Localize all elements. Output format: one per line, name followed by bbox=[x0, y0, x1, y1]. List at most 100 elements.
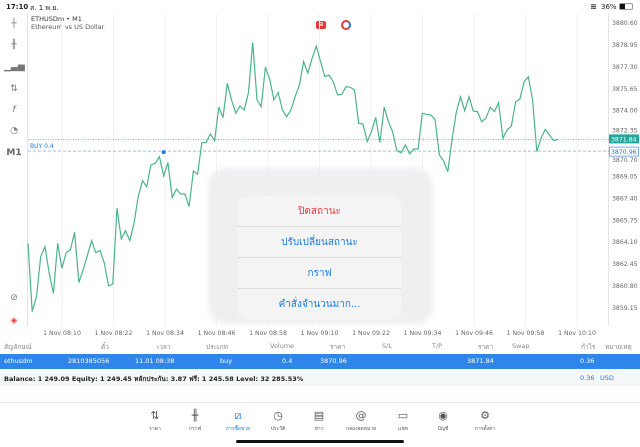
tab-account[interactable]: ◉ บัญชี bbox=[421, 409, 465, 433]
current-price-label: 3871.84 bbox=[611, 136, 637, 143]
status-date: ส. 1 พ.ย. bbox=[30, 4, 59, 12]
menu-close-position[interactable]: ปิดสถานะ bbox=[238, 196, 401, 227]
tab-chat[interactable]: ▭ แชท bbox=[381, 409, 425, 433]
tab-chart[interactable]: ╫ กราฟ bbox=[173, 409, 217, 433]
x-tick-label: 1 Nov 08:46 bbox=[198, 330, 236, 337]
y-tick-label: 3869.05 bbox=[612, 173, 638, 180]
account-icon: ◉ bbox=[438, 409, 448, 422]
wifi-icon: ≋ bbox=[590, 2, 597, 11]
chat-icon: ▭ bbox=[397, 409, 409, 422]
col-tp: T/P bbox=[432, 342, 443, 350]
settings-icon: ⚙ bbox=[480, 409, 490, 422]
cell-time: 11.01 08:38 bbox=[135, 357, 175, 365]
y-tick-label: 3875.65 bbox=[612, 86, 638, 93]
x-tick-label: 1 Nov 09:22 bbox=[352, 330, 390, 337]
x-tick-label: 1 Nov 08:58 bbox=[249, 330, 287, 337]
positions-header: สัญลักษณ์ ตั๋ว เวลา ประเภท Volume ราคา S… bbox=[0, 339, 640, 353]
bottom-tab-bar: ⇅ ราคา ╫ กราฟ ⧄ การซื้อขาย ◷ ประวัติ ▤ ข่าว @… bbox=[0, 402, 640, 447]
cell-profit: 0.36 bbox=[580, 357, 595, 365]
current-price-box bbox=[609, 134, 639, 144]
objects-icon[interactable]: ◔ bbox=[10, 126, 18, 136]
col-ticket: ตั๋ว bbox=[101, 343, 109, 351]
position-row[interactable]: ethusdm 2810385056 11.01 08:38 buy 0.4 3… bbox=[0, 354, 640, 369]
y-tick-label: 3860.80 bbox=[612, 283, 638, 290]
y-tick-label: 3880.60 bbox=[612, 20, 638, 27]
balance-bar: Balance: 1 249.09 Equity: 1 249.45 หลักป… bbox=[0, 370, 640, 386]
y-tick-label: 3872.35 bbox=[612, 127, 638, 134]
col-symbol: สัญลักษณ์ bbox=[4, 343, 32, 351]
one-click-trading-icon[interactable]: ◈ bbox=[10, 316, 18, 326]
chart-description: Ethereum vs US Dollar bbox=[31, 23, 105, 31]
x-tick-label: 1 Nov 08:34 bbox=[146, 330, 184, 337]
x-tick-label: 1 Nov 08:10 bbox=[43, 330, 81, 337]
col-price: ราคา bbox=[478, 343, 494, 351]
balance-text: Balance: 1 249.09 Equity: 1 249.45 หลักป… bbox=[4, 375, 304, 383]
col-sl: S/L bbox=[382, 342, 392, 350]
price-line bbox=[27, 42, 559, 312]
menu-chart[interactable]: กราฟ bbox=[238, 258, 401, 289]
battery-percent: 36% bbox=[601, 3, 617, 11]
order-entry-marker bbox=[161, 150, 166, 155]
menu-bulk-operations[interactable]: คำสั่งจำนวนมาก... bbox=[278, 299, 361, 310]
function-icon[interactable]: f bbox=[12, 105, 16, 115]
col-open-price: ราคา bbox=[330, 343, 346, 351]
context-menu: ปิดสถานะ ปรับเปลี่ยนสถานะ กราฟ คำสั่งจำน… bbox=[238, 196, 401, 320]
y-tick-label: 3878.95 bbox=[612, 42, 638, 49]
volume-bars-icon[interactable]: ▁▃▅ bbox=[4, 62, 25, 72]
crosshair-icon[interactable]: ┼ bbox=[11, 19, 17, 29]
battery-icon bbox=[619, 3, 633, 10]
y-tick-label: 3874.00 bbox=[612, 108, 638, 115]
y-tick-label: 3867.40 bbox=[612, 195, 638, 202]
cell-open-price: 3870.96 bbox=[320, 357, 347, 365]
tab-settings[interactable]: ⚙ การตั้งค่า bbox=[463, 409, 507, 433]
news-icon: ▤ bbox=[313, 409, 325, 422]
x-tick-label: 1 Nov 10:10 bbox=[558, 330, 596, 337]
col-volume: Volume bbox=[270, 342, 295, 350]
mailbox-icon: @ bbox=[355, 409, 367, 422]
col-swap: Swap bbox=[512, 342, 530, 350]
tab-mailbox[interactable]: @ กล่องจดหมาย bbox=[339, 409, 383, 433]
timeframe-button[interactable]: M1 bbox=[6, 148, 22, 158]
cell-volume: 0.4 bbox=[282, 357, 293, 365]
tab-history[interactable]: ◷ ประวัติ bbox=[256, 409, 300, 433]
y-tick-label: 3877.30 bbox=[612, 64, 638, 71]
indicators-icon[interactable]: ⇅ bbox=[10, 84, 18, 94]
status-bar: 17:10 ส. 1 พ.ย. ≋ 36% bbox=[0, 0, 640, 13]
status-time: 17:10 bbox=[6, 3, 29, 11]
y-tick-label: 3862.45 bbox=[612, 261, 638, 268]
trade-levels-icon[interactable]: ⊞ bbox=[316, 21, 326, 29]
trade-icon: ⧄ bbox=[234, 409, 242, 422]
y-tick-label: 3870.70 bbox=[612, 157, 638, 164]
currency: USD bbox=[600, 374, 614, 382]
col-type: ประเภท bbox=[206, 343, 228, 351]
chart-symbol: ETHUSDm • M1 bbox=[31, 15, 82, 23]
x-tick-label: 1 Nov 09:34 bbox=[404, 330, 442, 337]
chart-search-icon[interactable]: ⊘ bbox=[10, 293, 18, 303]
col-time: เวลา bbox=[157, 343, 171, 351]
tab-news[interactable]: ▤ ข่าว bbox=[297, 409, 341, 433]
chart-icon: ╫ bbox=[191, 409, 199, 422]
menu-modify-position[interactable]: ปรับเปลี่ยนสถานะ bbox=[238, 227, 401, 258]
cell-type: buy bbox=[220, 357, 233, 365]
candlestick-icon[interactable]: ╫ bbox=[11, 40, 17, 50]
x-tick-label: 1 Nov 09:58 bbox=[507, 330, 545, 337]
col-comment: หมายเหตุ bbox=[605, 343, 632, 351]
order-price-label: 3870.96 bbox=[611, 149, 637, 156]
cell-price: 3871.84 bbox=[467, 357, 494, 365]
x-tick-label: 1 Nov 09:46 bbox=[455, 330, 493, 337]
y-tick-label: 3864.10 bbox=[612, 239, 638, 246]
y-tick-label: 3865.75 bbox=[612, 217, 638, 224]
home-indicator[interactable] bbox=[236, 440, 404, 443]
tab-trade[interactable]: ⧄ การซื้อขาย bbox=[216, 409, 260, 433]
order-label: BUY 0.4 bbox=[30, 143, 54, 150]
left-toolbar: ┼ ╫ ▁▃▅ ⇅ f ◔ M1 ⊘ ◈ bbox=[0, 14, 27, 336]
x-tick-label: 1 Nov 09:10 bbox=[301, 330, 339, 337]
cell-ticket: 2810385056 bbox=[68, 357, 110, 365]
one-click-icon[interactable] bbox=[341, 20, 351, 30]
total-profit: 0.36 bbox=[580, 374, 595, 382]
y-tick-label: 3859.15 bbox=[612, 305, 638, 312]
col-profit: กำไร bbox=[581, 343, 596, 351]
order-price-box bbox=[609, 146, 639, 157]
chart-area[interactable]: ETHUSDm • M1 Ethereum vs US Dollar ⊞ bbox=[27, 13, 609, 326]
tab-quotes[interactable]: ⇅ ราคา bbox=[133, 409, 177, 433]
